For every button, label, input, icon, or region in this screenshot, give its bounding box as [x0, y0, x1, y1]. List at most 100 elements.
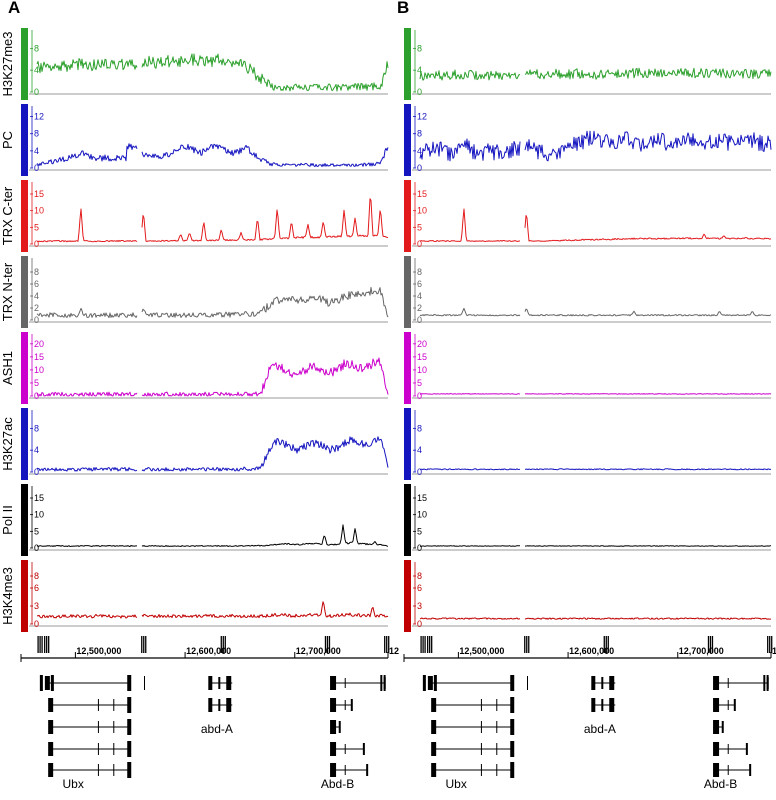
exon — [721, 721, 724, 733]
y-tick-label: 0 — [417, 619, 422, 629]
y-tick-label: 8 — [34, 129, 39, 139]
track-h3k27ac: 0 4 8 — [404, 408, 772, 480]
y-tick-label: 8 — [34, 267, 39, 277]
coordinate-axis: 12,500,000 12,600,000 12,700,000 12 — [20, 636, 399, 662]
exon — [601, 677, 604, 689]
exon — [510, 719, 515, 735]
track-color-bar — [21, 256, 28, 328]
y-tick-label: 15 — [34, 493, 44, 503]
y-tick-label: 4 — [34, 65, 39, 75]
signal-line — [419, 617, 772, 620]
exon — [431, 763, 437, 777]
signal-line — [419, 67, 772, 81]
abd-b-isoform — [330, 675, 386, 691]
y-tick-label: 0 — [417, 467, 422, 477]
exon — [510, 741, 515, 757]
exon — [431, 720, 437, 734]
exon — [44, 676, 50, 690]
track-h3k4me3: 0 3 6 8 — [404, 560, 772, 632]
ubx-isoform — [48, 741, 132, 757]
exon — [218, 677, 221, 689]
signal-line — [419, 307, 772, 317]
y-tick-label: 0 — [34, 467, 39, 477]
track-color-bar — [404, 408, 411, 480]
exon — [366, 764, 369, 776]
track-label: ASH1 — [0, 351, 15, 385]
y-tick-label: 15 — [34, 352, 44, 362]
y-tick-label: 5 — [34, 378, 39, 388]
track-color-bar — [404, 104, 411, 176]
exon — [713, 742, 720, 756]
exon — [713, 676, 720, 690]
y-tick-label: 2 — [34, 303, 39, 313]
ubx-isoform — [431, 719, 515, 735]
ubx-isoform — [48, 697, 132, 713]
exon — [591, 698, 596, 712]
gene-models: Ubx abd-A Abd-B — [39, 675, 386, 791]
y-tick-label: 3 — [34, 601, 39, 611]
y-tick-label: 4 — [34, 445, 39, 455]
signal-line — [419, 468, 772, 471]
track-pc: 0 4 8 12 PC — [0, 104, 389, 176]
y-tick-label: 0 — [417, 163, 422, 173]
exon — [48, 742, 54, 756]
exon — [745, 743, 748, 755]
signal-line — [36, 436, 389, 472]
track-ash1: 0 5 10 15 20 ASH1 — [0, 332, 389, 404]
gene-models: Ubx abd-A Abd-B — [422, 675, 769, 791]
signal-line — [36, 143, 389, 168]
ubx-isoform — [431, 741, 515, 757]
y-tick-label: 5 — [417, 378, 422, 388]
track-color-bar — [404, 484, 411, 556]
y-tick-label: 5 — [34, 222, 39, 232]
track-color-bar — [404, 256, 411, 328]
track-color-bar — [21, 180, 28, 252]
y-tick-label: 0 — [417, 391, 422, 401]
track-color-bar — [21, 408, 28, 480]
signal-line — [36, 601, 389, 619]
abd-b-isoform — [713, 763, 752, 777]
label-abd-a: abd-A — [201, 722, 233, 736]
exon — [127, 762, 132, 778]
y-tick-label: 6 — [417, 279, 422, 289]
panel-a-letter: A — [8, 0, 21, 17]
abd-a-isoform — [208, 676, 233, 690]
exon — [431, 698, 437, 712]
y-tick-label: 12 — [34, 112, 44, 122]
track-color-bar — [21, 28, 28, 100]
exon — [338, 721, 341, 733]
exon — [350, 699, 353, 711]
label-ubx: Ubx — [63, 777, 84, 791]
exon — [48, 720, 54, 734]
track-color-bar — [21, 104, 28, 176]
y-tick-label: 6 — [34, 279, 39, 289]
exon — [48, 698, 54, 712]
track-trx-n-ter: 0 2 4 6 8 TRX N-ter — [0, 256, 389, 328]
exon — [330, 742, 337, 756]
track-color-bar — [21, 560, 28, 632]
abd-b-isoform — [330, 698, 353, 712]
signal-line — [36, 357, 389, 397]
y-tick-label: 15 — [417, 189, 427, 199]
y-tick-label: 0 — [34, 163, 39, 173]
track-label: H3K4me3 — [0, 567, 15, 625]
y-tick-label: 8 — [417, 129, 422, 139]
axis-tick-label: 12 — [389, 646, 399, 656]
y-tick-label: 0 — [417, 87, 422, 97]
track-label: TRX C-ter — [0, 186, 15, 245]
y-tick-label: 3 — [417, 601, 422, 611]
y-tick-label: 15 — [417, 493, 427, 503]
abd-b-isoform — [713, 698, 736, 712]
signal-line — [419, 130, 772, 162]
y-tick-label: 10 — [34, 510, 44, 520]
exon — [48, 763, 54, 777]
y-tick-label: 0 — [417, 239, 422, 249]
abd-b-isoform — [330, 763, 369, 777]
y-tick-label: 20 — [34, 339, 44, 349]
exon — [749, 764, 752, 776]
label-abd-a: abd-A — [584, 722, 616, 736]
track-pc: 0 4 8 12 — [404, 104, 772, 176]
exon — [713, 763, 720, 777]
exon — [208, 698, 213, 712]
